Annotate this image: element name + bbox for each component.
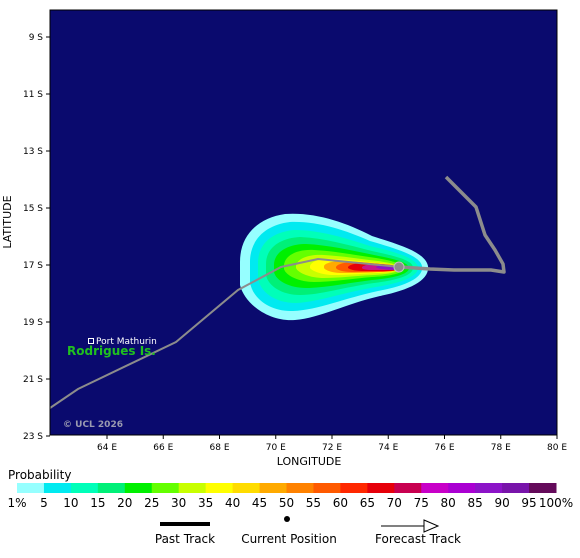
legend-color-cell: [367, 483, 395, 493]
current-position-legend-dot: [284, 516, 290, 522]
legend-level-label: 70: [387, 496, 402, 510]
port-marker-icon: [88, 338, 94, 344]
legend-color-cell: [17, 483, 45, 493]
past-track-line: [50, 257, 401, 409]
current-position-legend-label: Current Position: [241, 532, 337, 546]
legend-color-cell: [313, 483, 341, 493]
legend-color-cell: [151, 483, 180, 493]
lat-tick-label: 13 S: [23, 147, 43, 157]
lat-tick-label: 15 S: [23, 204, 43, 214]
legend-level-label: 80: [441, 496, 456, 510]
lon-tick-label: 80 E: [547, 443, 567, 453]
legend-level-label: 15: [90, 496, 105, 510]
port-label: Port Mathurin: [96, 337, 157, 347]
legend-level-label: 65: [360, 496, 375, 510]
legend-color-cell: [529, 483, 557, 493]
lat-tick-label: 17 S: [23, 261, 43, 271]
legend-level-label: 25: [144, 496, 159, 510]
legend-color-cell: [475, 483, 503, 493]
legend-level-label: 20: [117, 496, 132, 510]
forecast-track-legend-arrow: [381, 519, 440, 533]
legend-level-label: 60: [333, 496, 348, 510]
lon-tick-label: 66 E: [153, 443, 173, 453]
legend-color-cell: [178, 483, 207, 493]
current-position-marker: [393, 261, 405, 273]
lat-tick-label: 19 S: [23, 318, 43, 328]
legend-color-cell: [286, 483, 314, 493]
legend-level-label: 30: [171, 496, 186, 510]
island-label: Rodrigues Is.: [67, 344, 156, 358]
legend-level-label: 35: [198, 496, 213, 510]
legend-color-cell: [448, 483, 476, 493]
legend-color-cell: [205, 483, 234, 493]
lat-tick-label: 9 S: [29, 33, 44, 43]
legend-level-label: 90: [494, 496, 509, 510]
lat-tick-label: 11 S: [23, 90, 43, 100]
lat-tick-label: 23 S: [23, 432, 43, 442]
lon-tick-label: 76 E: [435, 443, 455, 453]
legend-color-cell: [97, 483, 126, 493]
legend-color-cell: [340, 483, 368, 493]
lon-tick-label: 68 E: [210, 443, 230, 453]
legend-color-cell: [394, 483, 422, 493]
latitude-axis: 9 S 11 S 13 S 15 S 17 S 19 S 21 S 23 S: [23, 33, 50, 442]
legend-color-cell: [124, 483, 153, 493]
legend-level-label: 85: [468, 496, 483, 510]
lon-tick-label: 78 E: [491, 443, 511, 453]
forecast-track-line: [399, 175, 506, 274]
legend-color-cell: [70, 483, 99, 493]
legend-level-label: 95: [521, 496, 536, 510]
legend-level-label: 40: [225, 496, 240, 510]
legend-level-label: 1%: [7, 496, 26, 510]
legend-color-cell: [232, 483, 261, 493]
lon-tick-label: 74 E: [378, 443, 398, 453]
legend-level-label: 55: [306, 496, 321, 510]
legend-color-cell: [43, 483, 72, 493]
legend-level-label: 10: [63, 496, 78, 510]
legend-labels: 1% 5 10 15 20 25 30 35 40 45 50 55 60 65 70 75 80 85 90 95 1…: [7, 496, 573, 510]
lon-tick-label: 70 E: [266, 443, 286, 453]
legend-level-label: 5: [40, 496, 48, 510]
copyright-label: © UCL 2026: [63, 420, 123, 430]
legend-color-cell: [259, 483, 287, 493]
legend-level-label: 45: [252, 496, 267, 510]
legend-level-label: 100%: [539, 496, 573, 510]
legend-color-cell: [421, 483, 449, 493]
longitude-axis: 64 E 66 E 68 E 70 E 72 E 74 E 76 E 78 E 80 E: [97, 435, 567, 453]
legend-level-label: 50: [279, 496, 294, 510]
legend-title: Probability: [8, 468, 71, 482]
lon-tick-label: 72 E: [322, 443, 342, 453]
y-axis-label: LATITUDE: [1, 195, 14, 248]
legend-color-cell: [502, 483, 530, 493]
forecast-track-legend-label: Forecast Track: [375, 532, 461, 546]
past-track-legend-label: Past Track: [155, 532, 215, 546]
legend-level-label: 75: [414, 496, 429, 510]
x-axis-label: LONGITUDE: [277, 455, 342, 468]
legend-colorbar: [17, 482, 557, 493]
lat-tick-label: 21 S: [23, 375, 43, 385]
lon-tick-label: 64 E: [97, 443, 117, 453]
